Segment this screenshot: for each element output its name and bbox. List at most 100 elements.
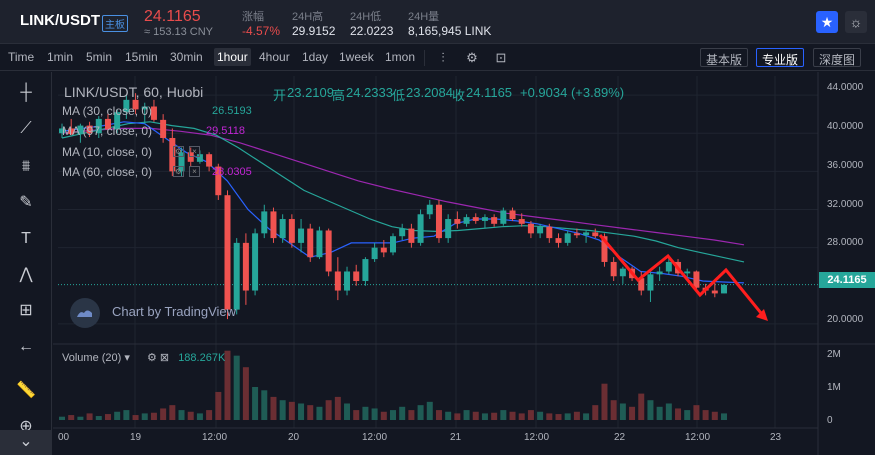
volume-close-icon[interactable]: ⊠ (159, 352, 170, 364)
pair-title[interactable]: LINK/USDT (20, 12, 100, 29)
volume-bar (610, 400, 617, 420)
candle-body (233, 242, 240, 310)
tradingview-logo (70, 298, 100, 328)
volume-tick: 0 (827, 415, 833, 426)
settings-icon[interactable]: ⚙ (466, 50, 478, 65)
ruler-icon[interactable]: 📏 (16, 382, 36, 399)
volume-bar (325, 400, 332, 420)
ma97-value: 29.5118 (206, 125, 245, 137)
candle-body (196, 154, 203, 162)
toolbar-divider (424, 50, 425, 66)
volume-bar (95, 416, 102, 420)
volume-bar (647, 400, 654, 420)
tf-1week[interactable]: 1week (339, 50, 374, 64)
high-ohlc-label: 高 (332, 88, 346, 103)
candle-body (693, 271, 700, 288)
volume-bar (454, 413, 461, 420)
ma10-close-icon[interactable]: × (189, 146, 200, 157)
candle-body (95, 118, 102, 134)
collapse-toolbar-button[interactable]: ⌄ (0, 430, 52, 455)
volume-bar (169, 405, 176, 420)
tf-5min[interactable]: 5min (86, 50, 113, 64)
close-ohlc-value: 24.1165 (466, 85, 513, 100)
tf-1hour[interactable]: 1hour (214, 48, 251, 66)
tf-1day[interactable]: 1day (302, 50, 329, 64)
theme-toggle-button[interactable]: ☼ (845, 11, 867, 33)
volume-bar (178, 410, 185, 420)
mode-pro-button[interactable]: 专业版 (756, 48, 805, 67)
candle-body (86, 125, 93, 134)
fib-tool-icon[interactable]: ⩩ (21, 158, 31, 175)
ma10-settings-icon[interactable]: ⚙ (173, 146, 184, 157)
candle-body (711, 290, 718, 294)
candle-body (380, 247, 387, 253)
time-tick: 12:00 (524, 432, 550, 443)
time-tick: 00 (58, 432, 70, 443)
volume-bar (693, 405, 700, 420)
volume-bar (573, 411, 580, 420)
mode-depth-button[interactable]: 深度图 (813, 48, 862, 67)
text-tool-icon[interactable]: T (21, 230, 31, 247)
candle-body (481, 217, 488, 221)
volume-settings-icon[interactable]: ⚙ (146, 352, 157, 364)
candle-body (68, 128, 75, 135)
candle-body (344, 271, 351, 291)
favorite-star-button[interactable]: ★ (816, 11, 838, 33)
candle-body (619, 268, 626, 277)
dropdown-icon[interactable]: ▾ (124, 352, 130, 364)
high-value: 29.9152 (292, 24, 336, 38)
tf-30min[interactable]: 30min (170, 50, 203, 64)
high-label: 24H高 (292, 11, 324, 23)
tf-1min[interactable]: 1min (47, 50, 74, 64)
candle-body (472, 217, 479, 221)
volume-24h-label: 24H量 (408, 11, 440, 23)
volume-bar (435, 410, 442, 420)
watermark-text: Chart by TradingView (112, 304, 237, 319)
trendline-icon[interactable]: ⟋ (20, 120, 32, 137)
candle-body (114, 112, 121, 130)
candle-body (353, 271, 360, 282)
candle-body (721, 284, 727, 294)
ma60-close-icon[interactable]: × (189, 166, 200, 177)
pattern-icon[interactable]: ⋀ (19, 266, 33, 283)
volume-bar (132, 415, 139, 420)
candle-body (288, 219, 295, 243)
ma97-label: MA (97, close, 0) (62, 124, 153, 138)
tf-15min[interactable]: 15min (125, 50, 158, 64)
candle-body (206, 154, 213, 167)
brush-icon[interactable]: ✎ (19, 194, 33, 211)
candle-body (123, 99, 130, 113)
candle-body (307, 228, 314, 258)
crosshair-icon[interactable]: ┼ (20, 84, 32, 101)
price-cny: ≈ 153.13 CNY (144, 26, 214, 38)
candle-body (684, 271, 691, 274)
tf-time[interactable]: Time (8, 50, 35, 64)
tf-1mon[interactable]: 1mon (385, 50, 416, 64)
volume-tick: 2M (827, 349, 841, 360)
volume-bar (665, 403, 672, 420)
volume-bar (702, 410, 709, 420)
candle-body (59, 128, 65, 134)
ma60-settings-icon[interactable]: ⚙ (173, 166, 184, 177)
indicators-icon[interactable]: ⫶ (441, 50, 445, 65)
candle-body (104, 118, 111, 130)
volume-bar (491, 412, 498, 420)
volume-bar (68, 415, 75, 420)
candle-body (638, 278, 645, 291)
screenshot-icon[interactable]: ⊡ (495, 50, 507, 65)
volume-bar (344, 403, 351, 420)
open-value: 23.2109 (287, 85, 334, 100)
candle-body (491, 217, 498, 224)
volume-bar (233, 355, 240, 420)
ma10-line (61, 121, 745, 284)
ma10-label: MA (10, close, 0) (62, 145, 153, 159)
ma60-label: MA (60, close, 0) (62, 165, 153, 179)
tf-4hour[interactable]: 4hour (259, 50, 290, 64)
measure-icon[interactable]: ⊞ (19, 302, 33, 319)
volume-bar (298, 403, 305, 420)
candle-body (527, 223, 534, 234)
volume-bar (592, 405, 599, 420)
mode-basic-button[interactable]: 基本版 (700, 48, 749, 67)
back-arrow-icon[interactable]: ← (18, 338, 34, 355)
